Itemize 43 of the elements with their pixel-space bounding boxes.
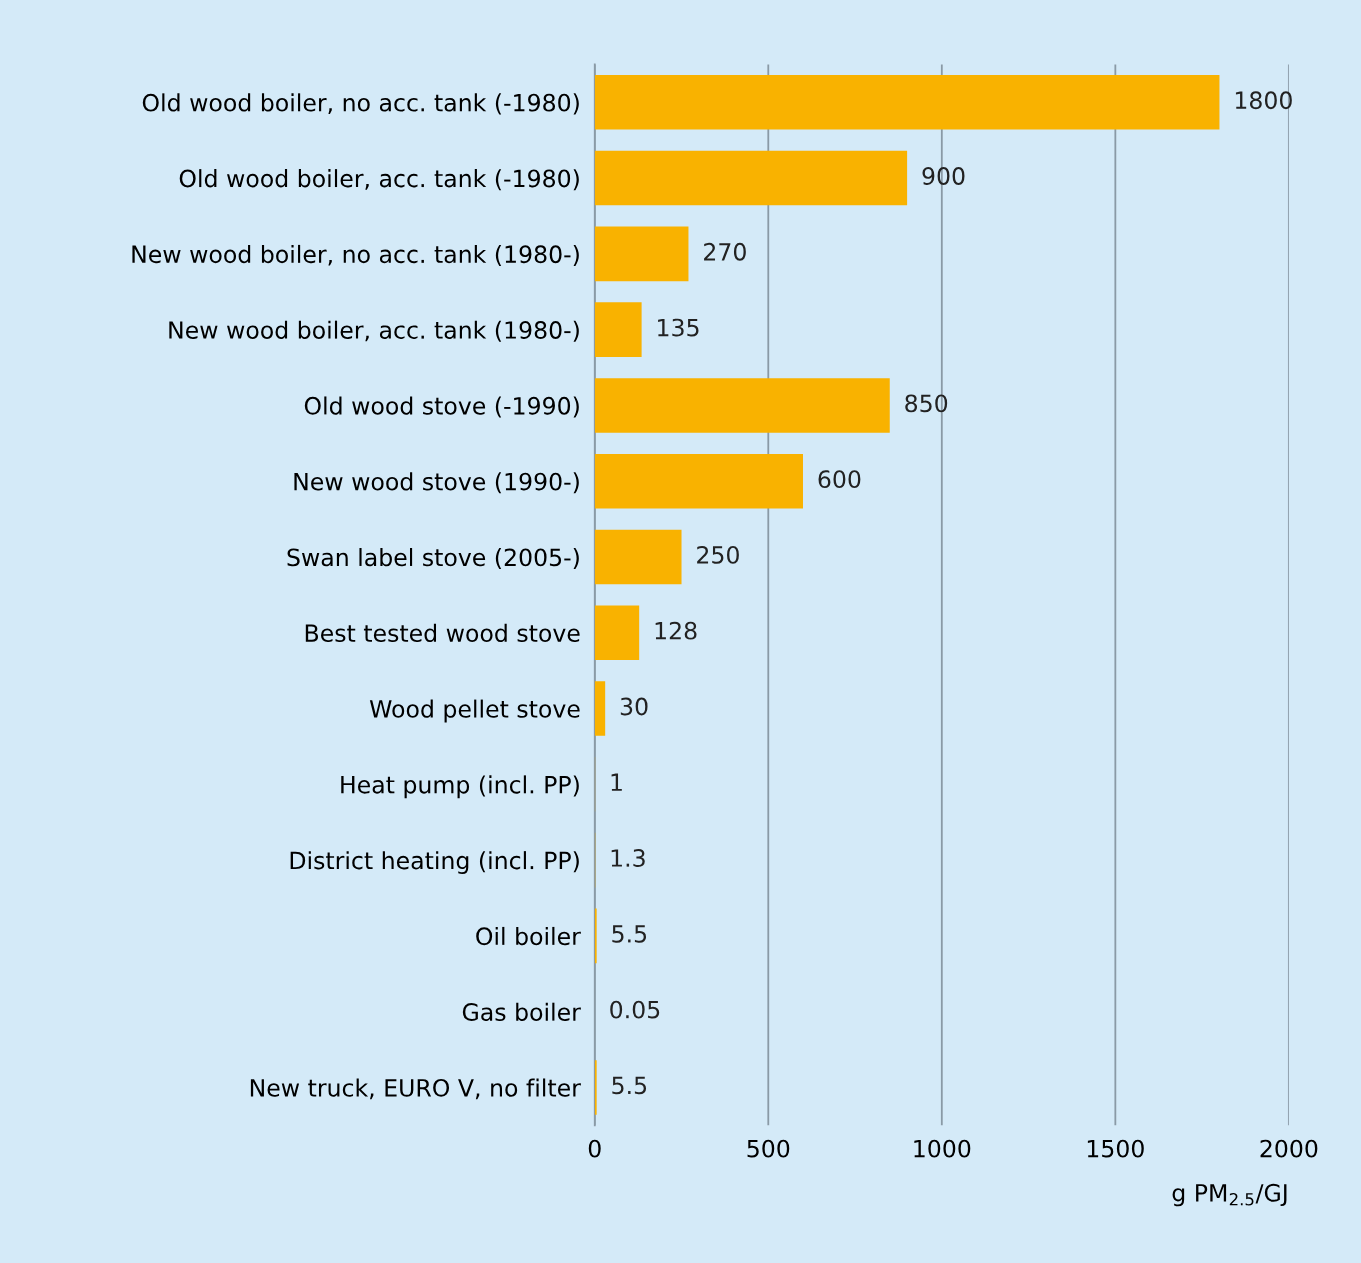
y-tick-label: New wood boiler, no acc. tank (1980-) <box>132 244 579 266</box>
data-label: 128 <box>655 621 697 640</box>
data-label: 1800 <box>1235 91 1292 110</box>
y-tick-label: Oil boiler <box>476 926 581 946</box>
bar <box>594 150 908 206</box>
y-tick-label: New wood stove (1990-) <box>294 472 579 494</box>
y-tick-label: Swan label stove (2005-) <box>287 548 579 570</box>
data-label: 850 <box>905 394 948 413</box>
x-tick-label: 500 <box>747 1139 790 1158</box>
y-tick-label: Best tested wood stove <box>305 623 580 643</box>
y-tick-label: Wood pellet stove <box>369 699 580 723</box>
data-label: 250 <box>697 545 739 564</box>
x-tick-label: 1500 <box>1087 1139 1144 1158</box>
y-tick-label: Old wood stove (-1990) <box>304 396 579 418</box>
bar <box>594 226 689 282</box>
data-label: 1 <box>611 773 622 791</box>
data-label: 1.3 <box>611 849 645 867</box>
data-label: 600 <box>818 470 861 489</box>
data-label: 135 <box>658 318 699 337</box>
data-label: 0.05 <box>610 1000 660 1019</box>
y-tick-label: Heat pump (incl. PP) <box>341 775 579 799</box>
data-label: 5.5 <box>612 925 647 943</box>
y-tick-label: Old wood boiler, no acc. tank (-1980) <box>142 93 579 115</box>
y-tick-label: New wood boiler, acc. tank (1980-) <box>169 320 579 342</box>
bar <box>594 453 803 509</box>
bar <box>594 605 640 661</box>
x-tick-label: 0 <box>588 1139 601 1158</box>
data-label: 5.5 <box>612 1076 647 1095</box>
data-label: 30 <box>620 697 648 716</box>
bar <box>594 681 606 736</box>
data-label: 900 <box>922 167 965 185</box>
y-tick-label: Gas boiler <box>462 1002 581 1021</box>
bar <box>594 378 890 433</box>
x-axis-title: g PM$_{2.5}$/GJ <box>1172 1183 1287 1207</box>
data-label: 270 <box>704 242 746 261</box>
y-tick-label: Old wood boiler, acc. tank (-1980) <box>179 169 579 191</box>
bar <box>594 75 1220 130</box>
x-tick-label: 2000 <box>1260 1139 1318 1158</box>
y-tick-label: New truck, EURO V, no filter <box>250 1078 581 1100</box>
bar <box>594 529 682 585</box>
x-tick-label: 1000 <box>914 1139 971 1158</box>
y-tick-label: District heating (incl. PP) <box>290 851 579 874</box>
bar <box>594 302 642 357</box>
